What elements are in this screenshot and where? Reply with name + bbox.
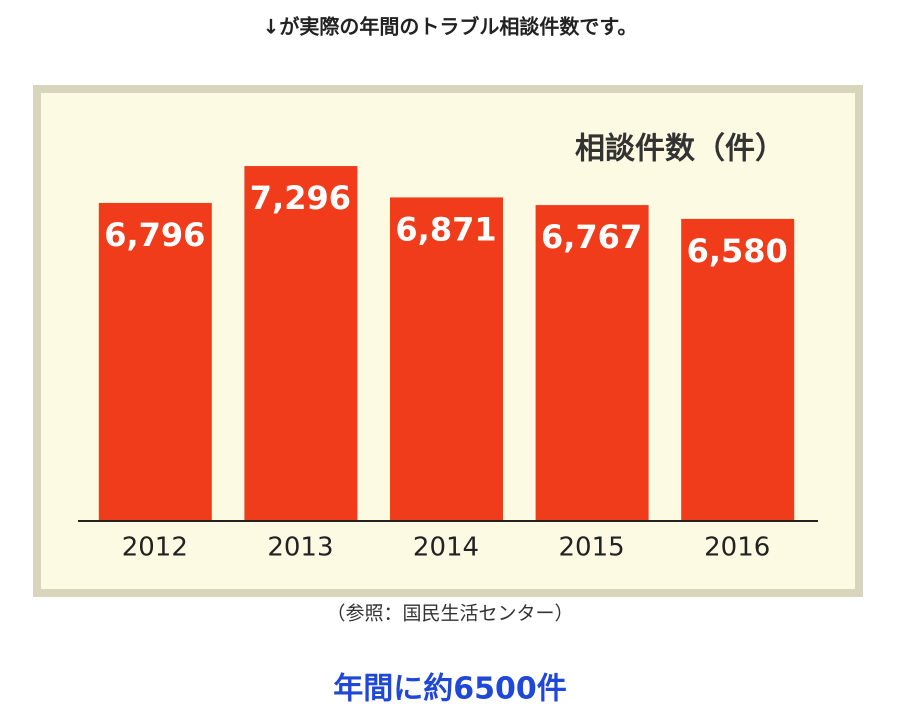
x-tick-label: 2013 bbox=[267, 533, 333, 563]
x-tick-label: 2015 bbox=[559, 533, 625, 563]
bar bbox=[535, 205, 649, 520]
value-label: 6,767 bbox=[541, 218, 642, 256]
bar bbox=[390, 197, 503, 520]
summary: 年間に約6500件 bbox=[333, 672, 567, 707]
page-title: ↓が実際の年間のトラブル相談件数です。 bbox=[263, 15, 638, 39]
chart-title: 相談件数（件） bbox=[575, 132, 785, 167]
x-tick-label: 2014 bbox=[413, 533, 479, 563]
bar bbox=[244, 166, 358, 520]
value-label: 7,296 bbox=[250, 179, 351, 217]
x-tick-label: 2016 bbox=[704, 533, 770, 563]
bar bbox=[98, 202, 212, 520]
source-note: （参照：国民生活センター） bbox=[326, 603, 573, 625]
value-label: 6,796 bbox=[104, 216, 205, 254]
value-label: 6,580 bbox=[687, 232, 788, 270]
value-label: 6,871 bbox=[395, 210, 496, 248]
bar bbox=[681, 218, 795, 520]
x-tick-label: 2012 bbox=[122, 533, 188, 563]
